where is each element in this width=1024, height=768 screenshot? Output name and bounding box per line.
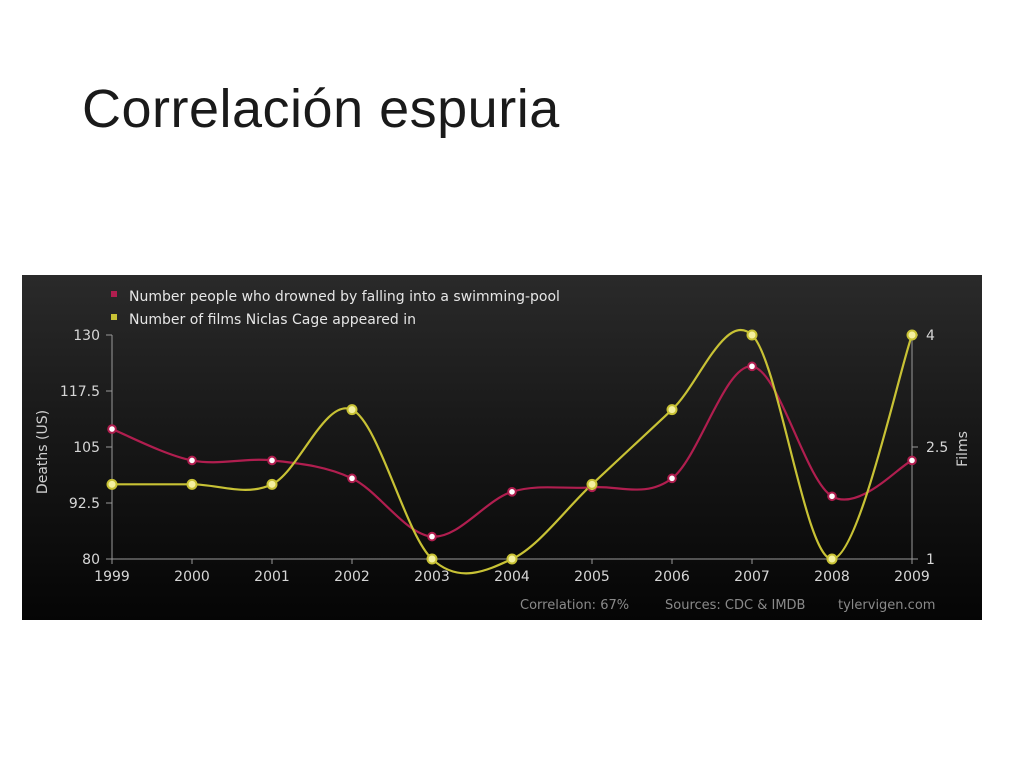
data-point-films bbox=[426, 553, 438, 565]
y2-tick-label: 4 bbox=[926, 328, 935, 344]
x-tick-label: 2006 bbox=[654, 569, 690, 585]
data-point-films bbox=[826, 553, 838, 565]
sources-text: Sources: CDC & IMDB bbox=[665, 598, 805, 613]
x-tick-label: 2002 bbox=[334, 569, 370, 585]
data-point-films bbox=[346, 404, 358, 416]
y-tick-label: 92.5 bbox=[69, 496, 100, 512]
data-point-drownings bbox=[267, 455, 277, 466]
y-tick-label: 117.5 bbox=[60, 384, 100, 400]
data-point-drownings bbox=[187, 455, 197, 466]
x-tick-label: 2005 bbox=[574, 569, 610, 585]
legend-label-drownings: Number people who drowned by falling int… bbox=[129, 289, 560, 305]
correlation-text: Correlation: 67% bbox=[520, 598, 629, 613]
data-point-films bbox=[266, 478, 278, 490]
x-tick-label: 2009 bbox=[894, 569, 930, 585]
line-chart: Number people who drowned by falling int… bbox=[22, 275, 982, 620]
data-point-drownings bbox=[507, 487, 517, 497]
x-tick-label: 2008 bbox=[814, 569, 850, 585]
data-point-drownings bbox=[747, 361, 757, 372]
y2-axis-label: Films bbox=[955, 431, 971, 467]
legend-label-films: Number of films Niclas Cage appeared in bbox=[129, 312, 416, 328]
x-tick-label: 2003 bbox=[414, 569, 450, 585]
chart-container: Number people who drowned by falling int… bbox=[22, 275, 982, 620]
y2-tick-label: 1 bbox=[926, 552, 935, 568]
data-point-drownings bbox=[427, 531, 437, 542]
y-tick-label: 105 bbox=[73, 440, 100, 456]
data-point-films bbox=[586, 478, 598, 490]
x-tick-label: 2004 bbox=[494, 569, 530, 585]
data-point-films bbox=[106, 478, 118, 490]
y-axis-label: Deaths (US) bbox=[35, 410, 51, 494]
y-tick-label: 130 bbox=[73, 328, 100, 344]
legend: Number people who drowned by falling int… bbox=[111, 289, 560, 328]
data-point-films bbox=[506, 553, 518, 565]
site-text: tylervigen.com bbox=[838, 598, 935, 613]
x-tick-label: 2001 bbox=[254, 569, 290, 585]
legend-swatch-films bbox=[111, 314, 117, 320]
data-point-films bbox=[666, 404, 678, 416]
x-tick-label: 2000 bbox=[174, 569, 210, 585]
chart-footer: Correlation: 67% Sources: CDC & IMDB tyl… bbox=[520, 598, 935, 613]
slide-title: Correlación espuria bbox=[82, 79, 560, 139]
axes: 80 92.5 105 117.5 130 1 2.5 4 1999 2000 2001 2002 20… bbox=[60, 328, 948, 585]
data-point-drownings bbox=[107, 424, 117, 434]
x-tick-label: 2007 bbox=[734, 569, 770, 585]
plot-area bbox=[106, 328, 918, 575]
data-point-films bbox=[906, 329, 918, 341]
series-line-drownings bbox=[111, 365, 913, 538]
data-point-drownings bbox=[827, 491, 837, 502]
data-point-films bbox=[746, 329, 758, 341]
data-point-films bbox=[186, 478, 198, 490]
x-tick-label: 1999 bbox=[94, 569, 130, 585]
legend-swatch-drownings bbox=[111, 291, 117, 297]
y2-tick-label: 2.5 bbox=[926, 440, 948, 456]
data-point-drownings bbox=[907, 455, 917, 466]
data-point-drownings bbox=[347, 473, 357, 484]
y-tick-label: 80 bbox=[82, 552, 100, 568]
data-point-drownings bbox=[667, 473, 677, 484]
